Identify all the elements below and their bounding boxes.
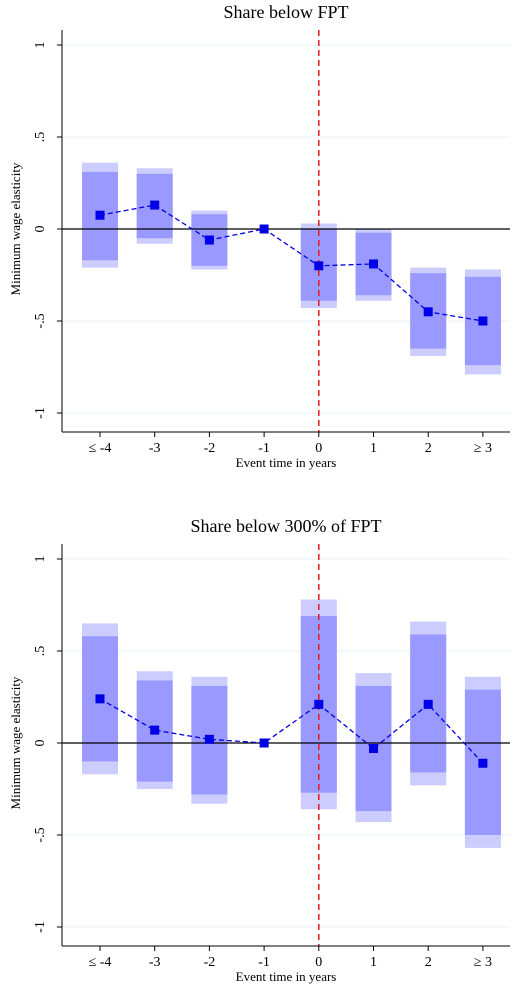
chart-title: Share below FPT [224,2,349,22]
point-estimate [150,725,160,735]
y-tick-label: .5 [33,132,48,143]
point-estimate [314,699,324,709]
x-tick-label: 0 [315,955,322,970]
y-axis-title: Minimum wage elasticity [8,676,23,809]
x-tick-label: -2 [204,955,216,970]
y-tick-label: 1 [33,556,48,563]
x-tick-label: 1 [370,441,377,456]
point-estimate [478,758,488,768]
x-tick-label: 1 [370,955,377,970]
y-tick-label: .5 [33,646,48,657]
point-estimate [314,261,324,271]
x-axis-title: Event time in years [236,455,337,470]
x-tick-label: -1 [258,955,270,970]
estimate-line [99,204,484,322]
x-tick-label: -3 [149,441,161,456]
y-tick-label: 0 [33,740,48,747]
point-estimate [259,224,269,234]
chart-title: Share below 300% of FPT [191,516,382,536]
point-estimate [204,235,214,245]
x-tick-label: -3 [149,955,161,970]
x-tick-label: ≥ 3 [474,441,492,456]
x-tick-label: 2 [425,955,432,970]
x-tick-label: 2 [425,441,432,456]
x-axis-title: Event time in years [236,969,337,984]
point-estimate [95,694,105,704]
y-tick-label: -.5 [33,313,48,328]
x-tick-label: ≤ -4 [89,955,112,970]
y-tick-label: -1 [33,921,48,933]
y-tick-label: 1 [33,42,48,49]
y-tick-label: -.5 [33,827,48,842]
point-estimate [369,259,378,269]
point-estimate [369,744,378,754]
point-estimate [150,200,160,210]
x-tick-label: -2 [204,441,216,456]
x-tick-label: ≤ -4 [89,441,112,456]
y-tick-label: -1 [33,407,48,419]
point-estimate [95,210,105,220]
x-tick-label: -1 [258,441,270,456]
point-estimate [259,738,269,748]
y-tick-label: 0 [33,226,48,233]
point-estimate [478,316,488,326]
point-estimate [423,699,433,709]
estimate-line [99,698,484,764]
y-axis-title: Minimum wage elasticity [8,162,23,295]
point-estimate [204,734,214,744]
point-estimate [423,307,433,317]
x-tick-label: 0 [315,441,322,456]
x-tick-label: ≥ 3 [474,955,492,970]
